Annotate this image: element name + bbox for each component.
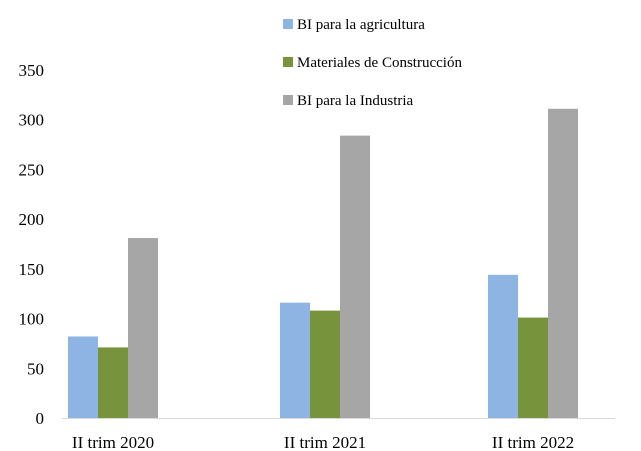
- legend-swatch: [283, 19, 293, 29]
- bar-2-1: [98, 347, 128, 418]
- bar-2-2: [310, 310, 340, 418]
- bar-1-3: [488, 274, 518, 418]
- legend: BI para la agricultura Materiales de Cons…: [283, 17, 462, 109]
- y-tick-label: 350: [19, 61, 45, 80]
- bar-1-1: [68, 336, 98, 418]
- y-tick-label: 200: [19, 210, 45, 229]
- bar-3-1: [128, 238, 158, 418]
- y-tick-label: 150: [19, 260, 45, 279]
- y-tick-label: 250: [19, 160, 45, 179]
- bar-3-2: [340, 135, 370, 418]
- legend-swatch: [283, 95, 293, 105]
- bar-1-2: [280, 302, 310, 418]
- legend-label: BI para la Industria: [297, 93, 414, 109]
- legend-label: BI para la agricultura: [297, 17, 425, 33]
- y-tick-label: 300: [19, 111, 45, 130]
- legend-label: Materiales de Construcción: [297, 55, 462, 71]
- bars: [68, 108, 578, 418]
- x-tick-label: II trim 2020: [72, 433, 154, 451]
- y-tick-label: 50: [27, 359, 44, 378]
- bar-2-3: [518, 317, 548, 418]
- y-tick-label: 0: [36, 409, 45, 428]
- legend-swatch: [283, 57, 293, 67]
- x-axis: II trim 2020 II trim 2021 II trim 2022: [72, 433, 574, 451]
- x-tick-label: II trim 2021: [284, 433, 366, 451]
- y-axis: 0 50 100 150 200 250 300 350: [19, 61, 45, 428]
- x-tick-label: II trim 2022: [492, 433, 574, 451]
- bar-3-3: [548, 108, 578, 418]
- y-tick-label: 100: [19, 310, 45, 329]
